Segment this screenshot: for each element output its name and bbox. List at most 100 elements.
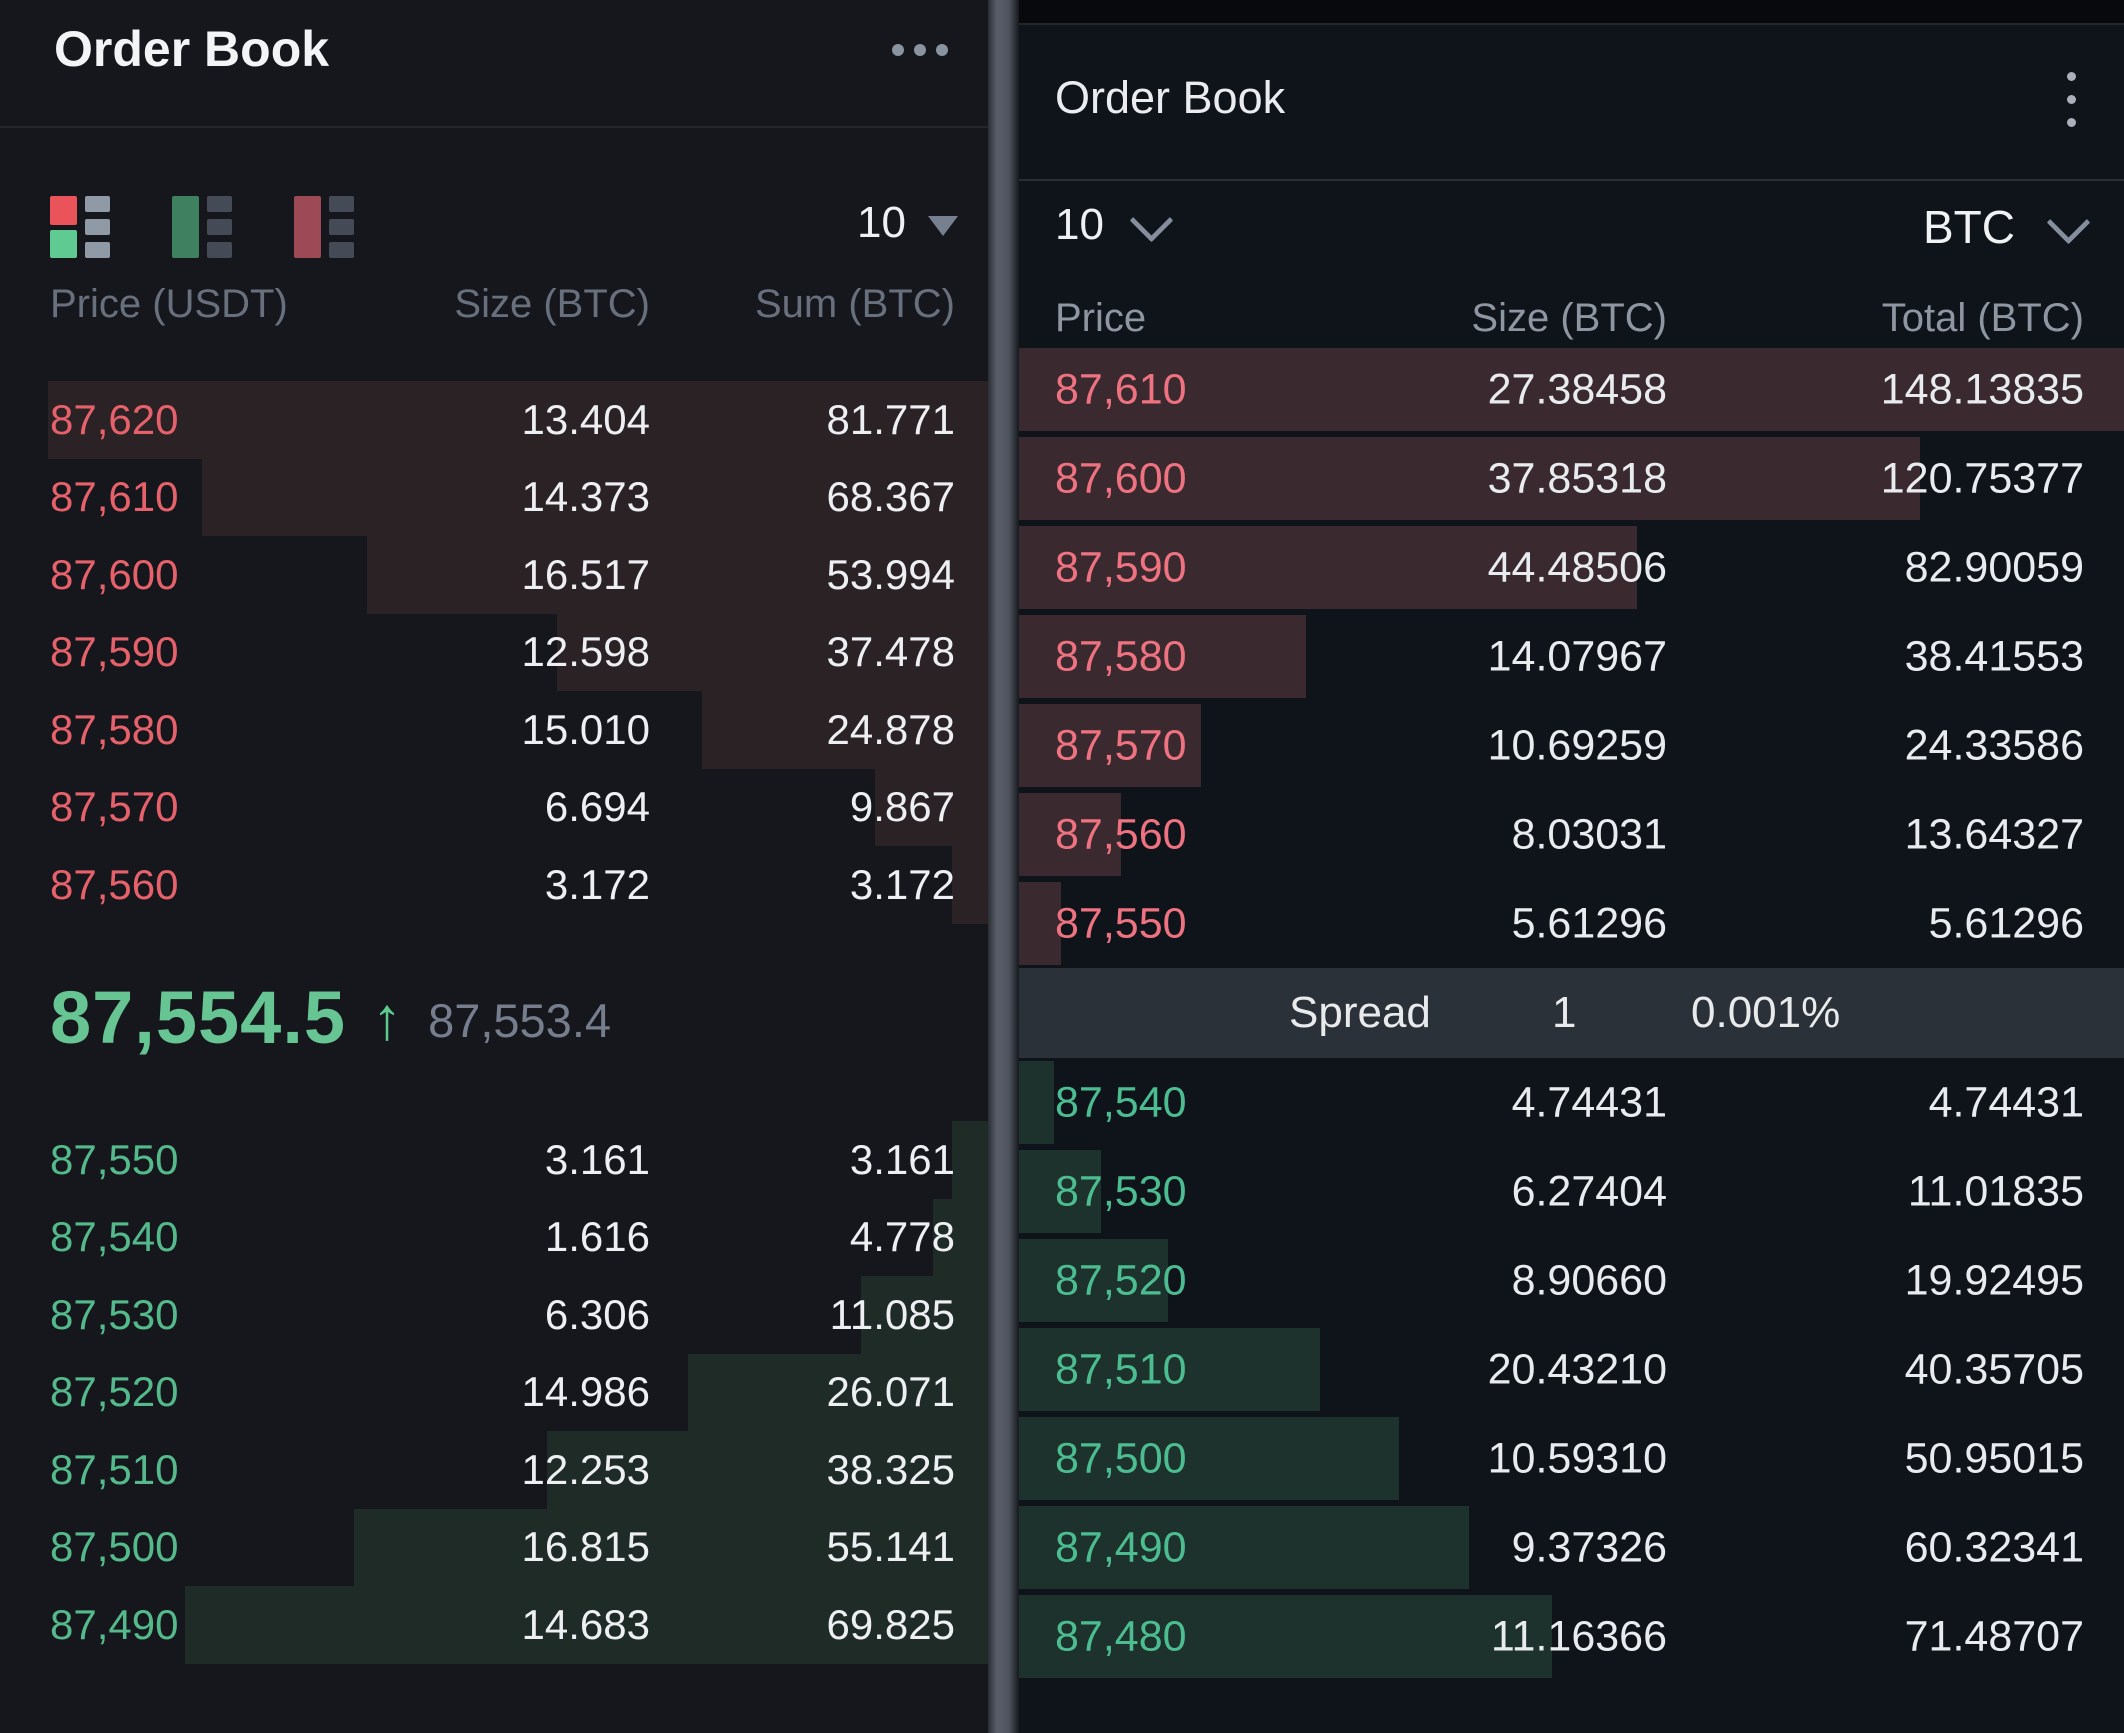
ask-price: 87,570 xyxy=(50,783,179,831)
bid-row[interactable]: 87,510 12.253 38.325 xyxy=(0,1431,988,1509)
bid-price: 87,540 xyxy=(50,1213,179,1261)
bid-size: 14.986 xyxy=(521,1368,650,1416)
view-bids-only-icon[interactable] xyxy=(172,196,238,258)
last-price-row[interactable]: 87,554.5 ↑ 87,553.4 xyxy=(50,952,611,1082)
bid-row[interactable]: 87,490 9.37326 60.32341 xyxy=(1019,1503,2124,1592)
ask-row[interactable]: 87,610 27.38458 148.13835 xyxy=(1019,345,2124,434)
column-headers: Price Size (BTC) Total (BTC) xyxy=(1019,296,2124,346)
depth-bar xyxy=(185,1586,988,1664)
ask-size: 3.172 xyxy=(544,860,650,908)
bid-row[interactable]: 87,480 11.16366 71.48707 xyxy=(1019,1592,2124,1681)
bid-row[interactable]: 87,540 1.616 4.778 xyxy=(0,1198,988,1276)
ask-size: 44.48506 xyxy=(1487,543,1667,591)
ask-row[interactable]: 87,590 44.48506 82.90059 xyxy=(1019,523,2124,612)
depth-bar xyxy=(1019,615,1306,698)
ask-sum: 68.367 xyxy=(826,473,955,521)
depth-bar xyxy=(951,1121,988,1199)
bid-size: 10.59310 xyxy=(1487,1434,1667,1482)
bid-row[interactable]: 87,530 6.306 11.085 xyxy=(0,1276,988,1354)
bid-price: 87,500 xyxy=(1055,1434,1187,1482)
depth-bar xyxy=(1019,1239,1168,1322)
bid-size: 4.74431 xyxy=(1511,1078,1667,1126)
bid-sum: 71.48707 xyxy=(1904,1612,2084,1660)
ask-row[interactable]: 87,610 14.373 68.367 xyxy=(0,458,988,536)
depth-select[interactable]: 10 xyxy=(1055,198,1174,250)
bid-size: 12.253 xyxy=(521,1445,650,1493)
ask-price: 87,620 xyxy=(50,395,179,443)
bid-row[interactable]: 87,490 14.683 69.825 xyxy=(0,1586,988,1664)
header-divider xyxy=(0,126,988,128)
column-header-size: Size (BTC) xyxy=(454,282,650,326)
asset-select[interactable]: BTC xyxy=(1923,200,2091,254)
bid-sum: 60.32341 xyxy=(1904,1523,2084,1571)
ask-sum: 24.33586 xyxy=(1904,721,2084,769)
bid-row[interactable]: 87,510 20.43210 40.35705 xyxy=(1019,1325,2124,1414)
ask-row[interactable]: 87,580 14.07967 38.41553 xyxy=(1019,612,2124,701)
ask-row[interactable]: 87,560 3.172 3.172 xyxy=(0,846,988,924)
depth-bar xyxy=(1019,437,1920,520)
ask-sum: 53.994 xyxy=(826,550,955,598)
bid-sum: 26.071 xyxy=(826,1368,955,1416)
ask-row[interactable]: 87,550 5.61296 5.61296 xyxy=(1019,879,2124,968)
bid-row[interactable]: 87,540 4.74431 4.74431 xyxy=(1019,1058,2124,1147)
bid-row[interactable]: 87,500 16.815 55.141 xyxy=(0,1508,988,1586)
order-book-panel-left: Order Book 10 Price (USDT) Size (BTC) Su… xyxy=(0,0,988,1733)
ask-size: 13.404 xyxy=(521,395,650,443)
bid-row[interactable]: 87,500 10.59310 50.95015 xyxy=(1019,1414,2124,1503)
spread-label: Spread xyxy=(1289,988,1431,1037)
bid-row[interactable]: 87,530 6.27404 11.01835 xyxy=(1019,1147,2124,1236)
ask-row[interactable]: 87,590 12.598 37.478 xyxy=(0,613,988,691)
view-asks-only-icon[interactable] xyxy=(294,196,360,258)
bid-sum: 55.141 xyxy=(826,1523,955,1571)
bid-price: 87,490 xyxy=(1055,1523,1187,1571)
spread-percent: 0.001% xyxy=(1691,988,1841,1037)
bid-size: 14.683 xyxy=(521,1600,650,1648)
bid-size: 20.43210 xyxy=(1487,1345,1667,1393)
ask-sum: 9.867 xyxy=(849,783,955,831)
bid-row[interactable]: 87,520 8.90660 19.92495 xyxy=(1019,1236,2124,1325)
bid-sum: 69.825 xyxy=(826,1600,955,1648)
bid-row[interactable]: 87,520 14.986 26.071 xyxy=(0,1353,988,1431)
ask-row[interactable]: 87,600 37.85318 120.75377 xyxy=(1019,434,2124,523)
bid-price: 87,510 xyxy=(50,1445,179,1493)
bid-price: 87,550 xyxy=(50,1135,179,1183)
ask-size: 16.517 xyxy=(521,550,650,598)
bid-sum: 38.325 xyxy=(826,1445,955,1493)
bid-row[interactable]: 87,550 3.161 3.161 xyxy=(0,1121,988,1199)
ask-row[interactable]: 87,620 13.404 81.771 xyxy=(0,381,988,459)
depth-bar-area xyxy=(48,1353,988,1431)
column-header-price: Price (USDT) xyxy=(50,282,288,326)
bid-sum: 3.161 xyxy=(849,1135,955,1183)
kebab-vertical-icon[interactable] xyxy=(2061,66,2082,133)
depth-bar xyxy=(1019,882,1061,965)
depth-bar xyxy=(1019,1328,1320,1411)
ask-row[interactable]: 87,600 16.517 53.994 xyxy=(0,536,988,614)
ask-sum: 38.41553 xyxy=(1904,632,2084,680)
bid-price: 87,480 xyxy=(1055,1612,1187,1660)
controls-row: 10 BTC xyxy=(1019,198,2124,270)
ask-row[interactable]: 87,570 10.69259 24.33586 xyxy=(1019,701,2124,790)
depth-bar xyxy=(1019,704,1201,787)
bid-size: 6.27404 xyxy=(1511,1167,1667,1215)
ask-price: 87,580 xyxy=(50,705,179,753)
depth-bar-area xyxy=(48,458,988,536)
ask-price: 87,610 xyxy=(1055,365,1187,413)
depth-select[interactable]: 10 xyxy=(857,198,958,248)
ask-row[interactable]: 87,570 6.694 9.867 xyxy=(0,768,988,846)
ask-price: 87,600 xyxy=(1055,454,1187,502)
view-both-icon[interactable] xyxy=(50,196,116,258)
chevron-down-icon xyxy=(928,216,958,236)
ask-size: 14.373 xyxy=(521,473,650,521)
depth-bar xyxy=(202,458,988,536)
depth-bar xyxy=(860,1276,988,1354)
ask-sum: 5.61296 xyxy=(1928,899,2084,947)
panel-resize-divider[interactable] xyxy=(988,0,1019,1733)
bid-size: 1.616 xyxy=(544,1213,650,1261)
ask-row[interactable]: 87,580 15.010 24.878 xyxy=(0,691,988,769)
ask-row[interactable]: 87,560 8.03031 13.64327 xyxy=(1019,790,2124,879)
ellipsis-horizontal-icon[interactable] xyxy=(886,38,954,62)
depth-bar xyxy=(354,1508,988,1586)
depth-bar-area xyxy=(48,1121,988,1199)
bid-price: 87,540 xyxy=(1055,1078,1187,1126)
depth-bar-area xyxy=(48,846,988,924)
